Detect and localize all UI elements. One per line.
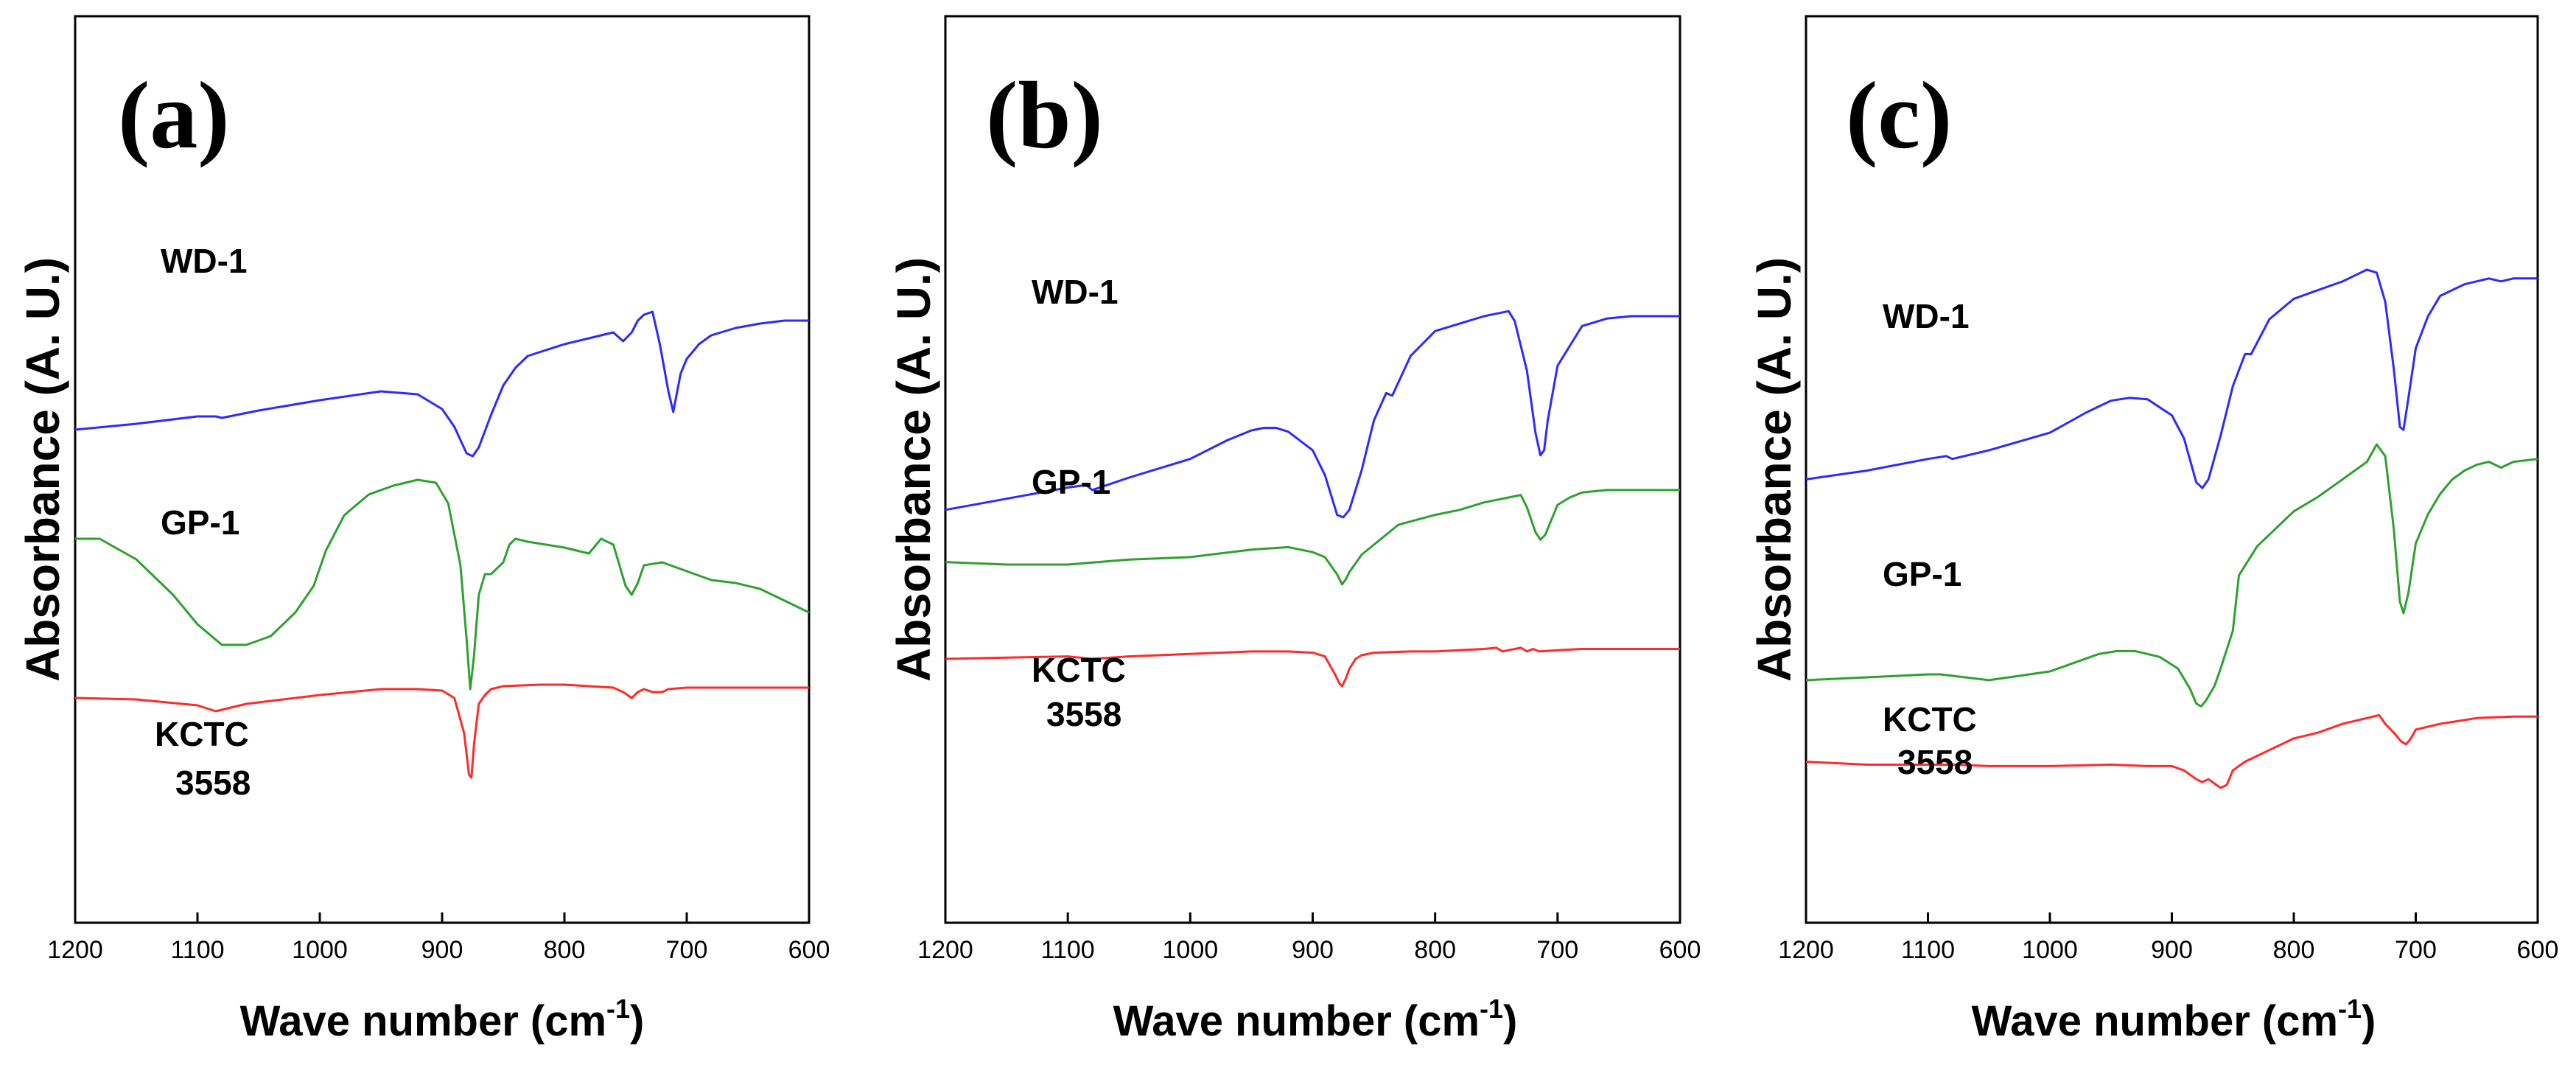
x-tick-label-800: 800 — [1414, 936, 1456, 964]
panel-label: (b) — [986, 63, 1103, 169]
series-line-gp-1 — [945, 489, 1680, 586]
series-label-wd-1: WD-1 — [1032, 273, 1119, 311]
x-tick-label-1200: 1200 — [1778, 936, 1834, 964]
x-tick-label-1000: 1000 — [1163, 936, 1219, 964]
x-tick-label-700: 700 — [1536, 936, 1578, 964]
panel-label: (c) — [1846, 63, 1952, 169]
x-tick-label-1000: 1000 — [292, 936, 348, 964]
series-label-kctc-3558: KCTC — [1883, 700, 1977, 738]
series-label-kctc-3558-line2: 3558 — [1897, 743, 1973, 781]
x-tick-label-1000: 1000 — [2022, 936, 2078, 964]
series-line-kctc-3558 — [1805, 713, 2538, 789]
x-tick-label-900: 900 — [2151, 936, 2193, 964]
panel-a: (a) Absorbance (A. U.) Wave number (cm-1… — [16, 15, 830, 1045]
series-label-wd-1: WD-1 — [161, 242, 248, 280]
series-label-gp-1: GP-1 — [161, 503, 239, 542]
series-label-kctc-3558: KCTC — [1032, 651, 1126, 689]
x-tick-label-1100: 1100 — [170, 936, 224, 964]
series-label-kctc-3558: KCTC — [155, 715, 249, 753]
series-label-wd-1: WD-1 — [1883, 297, 1970, 335]
x-tick-label-600: 600 — [1659, 936, 1701, 964]
series-line-gp-1 — [75, 478, 810, 691]
series-label-kctc-3558-line2: 3558 — [1046, 695, 1121, 733]
panel-label: (a) — [118, 63, 230, 169]
x-tick-label-900: 900 — [1292, 936, 1334, 964]
series-label-gp-1: GP-1 — [1032, 463, 1110, 501]
series-line-kctc-3558 — [945, 646, 1680, 688]
panel-b: (b) Absorbance (A. U.) Wave number (cm-1… — [887, 15, 1701, 1045]
x-tick-label-700: 700 — [2395, 936, 2437, 964]
series-label-gp-1: GP-1 — [1883, 555, 1961, 593]
series-line-gp-1 — [1805, 443, 2538, 708]
series-line-wd-1 — [945, 310, 1680, 519]
series-line-wd-1 — [74, 310, 809, 458]
x-tick-label-1200: 1200 — [47, 936, 103, 964]
x-tick-label-700: 700 — [666, 936, 708, 964]
x-tick-label-1200: 1200 — [917, 936, 973, 964]
x-tick-label-900: 900 — [421, 936, 463, 964]
series-label-kctc-3558-line2: 3558 — [175, 764, 251, 802]
x-axis-label: Wave number (cm-1) — [1113, 994, 1518, 1045]
x-axis-label: Wave number (cm-1) — [1972, 994, 2376, 1045]
x-tick-label-600: 600 — [788, 936, 830, 964]
y-axis-label: Absorbance (A. U.) — [1748, 257, 1801, 682]
y-axis-label: Absorbance (A. U.) — [887, 257, 940, 682]
y-axis-label: Absorbance (A. U.) — [16, 257, 69, 682]
x-tick-label-1100: 1100 — [1041, 936, 1095, 964]
x-tick-label-600: 600 — [2517, 936, 2559, 964]
series-line-wd-1 — [1805, 268, 2538, 489]
x-tick-label-800: 800 — [544, 936, 586, 964]
x-tick-label-1100: 1100 — [1901, 936, 1955, 964]
x-axis-label: Wave number (cm-1) — [240, 994, 645, 1045]
panel-c: (c) Absorbance (A. U.) Wave number (cm-1… — [1748, 15, 2559, 1045]
x-tick-label-800: 800 — [2273, 936, 2315, 964]
series-line-kctc-3558 — [74, 683, 809, 779]
